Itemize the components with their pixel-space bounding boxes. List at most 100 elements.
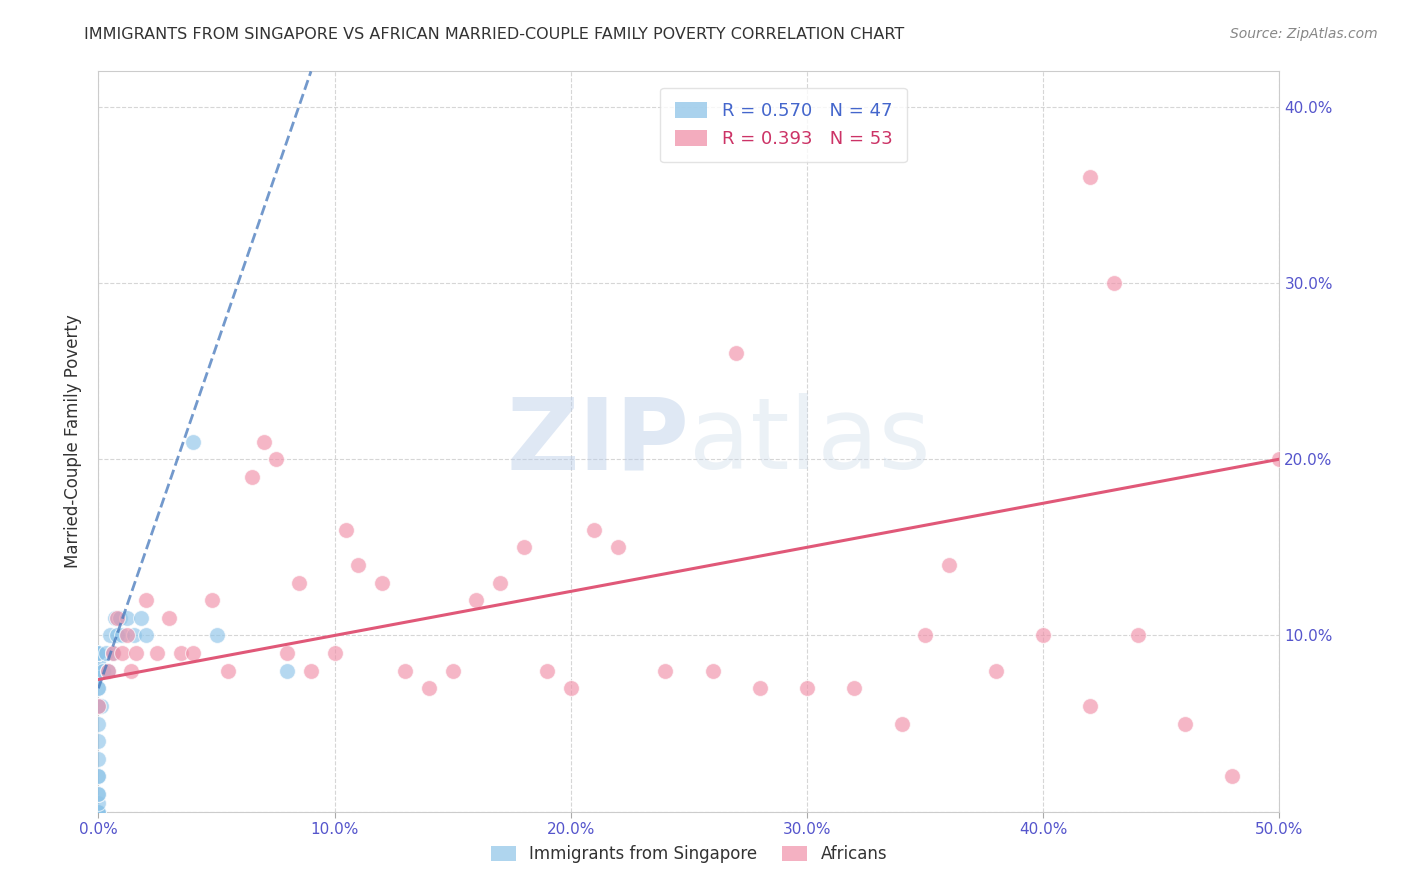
Point	[87, 646, 110, 660]
Point	[87, 769, 110, 783]
Point	[87, 769, 110, 783]
Text: IMMIGRANTS FROM SINGAPORE VS AFRICAN MARRIED-COUPLE FAMILY POVERTY CORRELATION C: IMMIGRANTS FROM SINGAPORE VS AFRICAN MAR…	[84, 27, 904, 42]
Legend: Immigrants from Singapore, Africans: Immigrants from Singapore, Africans	[484, 838, 894, 870]
Point	[146, 646, 169, 660]
Point	[87, 681, 110, 696]
Point	[1032, 628, 1054, 642]
Point	[796, 681, 818, 696]
Point	[583, 523, 606, 537]
Point	[90, 698, 112, 713]
Point	[1220, 769, 1243, 783]
Point	[87, 646, 110, 660]
Point	[97, 664, 120, 678]
Point	[217, 664, 239, 678]
Point	[115, 628, 138, 642]
Point	[181, 434, 204, 449]
Point	[335, 523, 357, 537]
Point	[121, 664, 143, 678]
Point	[489, 575, 512, 590]
Point	[264, 452, 287, 467]
Point	[87, 805, 110, 819]
Point	[299, 664, 322, 678]
Point	[87, 805, 110, 819]
Point	[98, 628, 121, 642]
Point	[394, 664, 416, 678]
Point	[87, 646, 110, 660]
Point	[1174, 716, 1197, 731]
Point	[101, 646, 124, 660]
Point	[122, 628, 145, 642]
Point	[87, 805, 110, 819]
Point	[87, 805, 110, 819]
Point	[87, 805, 110, 819]
Point	[115, 611, 138, 625]
Point	[101, 646, 124, 660]
Y-axis label: Married-Couple Family Poverty: Married-Couple Family Poverty	[65, 315, 83, 568]
Point	[87, 664, 110, 678]
Point	[418, 681, 440, 696]
Point	[111, 646, 134, 660]
Point	[1080, 698, 1102, 713]
Text: Source: ZipAtlas.com: Source: ZipAtlas.com	[1230, 27, 1378, 41]
Point	[560, 681, 582, 696]
Point	[170, 646, 193, 660]
Point	[91, 664, 114, 678]
Point	[748, 681, 770, 696]
Point	[105, 611, 128, 625]
Point	[87, 805, 110, 819]
Point	[253, 434, 276, 449]
Point	[536, 664, 558, 678]
Point	[135, 628, 157, 642]
Point	[1102, 276, 1125, 290]
Point	[890, 716, 912, 731]
Point	[87, 805, 110, 819]
Point	[135, 593, 157, 607]
Point	[702, 664, 724, 678]
Point	[725, 346, 748, 360]
Point	[87, 787, 110, 801]
Point	[108, 611, 131, 625]
Point	[105, 628, 128, 642]
Point	[181, 646, 204, 660]
Point	[87, 805, 110, 819]
Point	[1126, 628, 1149, 642]
Text: atlas: atlas	[689, 393, 931, 490]
Point	[87, 805, 110, 819]
Point	[371, 575, 394, 590]
Point	[87, 664, 110, 678]
Point	[914, 628, 936, 642]
Point	[157, 611, 180, 625]
Point	[87, 698, 110, 713]
Point	[87, 796, 110, 810]
Point	[87, 734, 110, 748]
Text: ZIP: ZIP	[506, 393, 689, 490]
Point	[87, 716, 110, 731]
Point	[87, 681, 110, 696]
Point	[984, 664, 1007, 678]
Point	[288, 575, 311, 590]
Point	[87, 646, 110, 660]
Point	[87, 646, 110, 660]
Point	[938, 558, 960, 572]
Point	[465, 593, 488, 607]
Point	[87, 805, 110, 819]
Point	[87, 787, 110, 801]
Point	[347, 558, 370, 572]
Point	[512, 541, 534, 555]
Point	[104, 611, 127, 625]
Point	[1268, 452, 1291, 467]
Point	[441, 664, 464, 678]
Point	[607, 541, 630, 555]
Point	[654, 664, 676, 678]
Point	[125, 646, 148, 660]
Point	[240, 470, 263, 484]
Point	[205, 628, 228, 642]
Point	[323, 646, 346, 660]
Point	[87, 655, 110, 669]
Point	[1080, 170, 1102, 185]
Point	[87, 646, 110, 660]
Point	[129, 611, 152, 625]
Point	[844, 681, 866, 696]
Point	[276, 646, 298, 660]
Point	[87, 752, 110, 766]
